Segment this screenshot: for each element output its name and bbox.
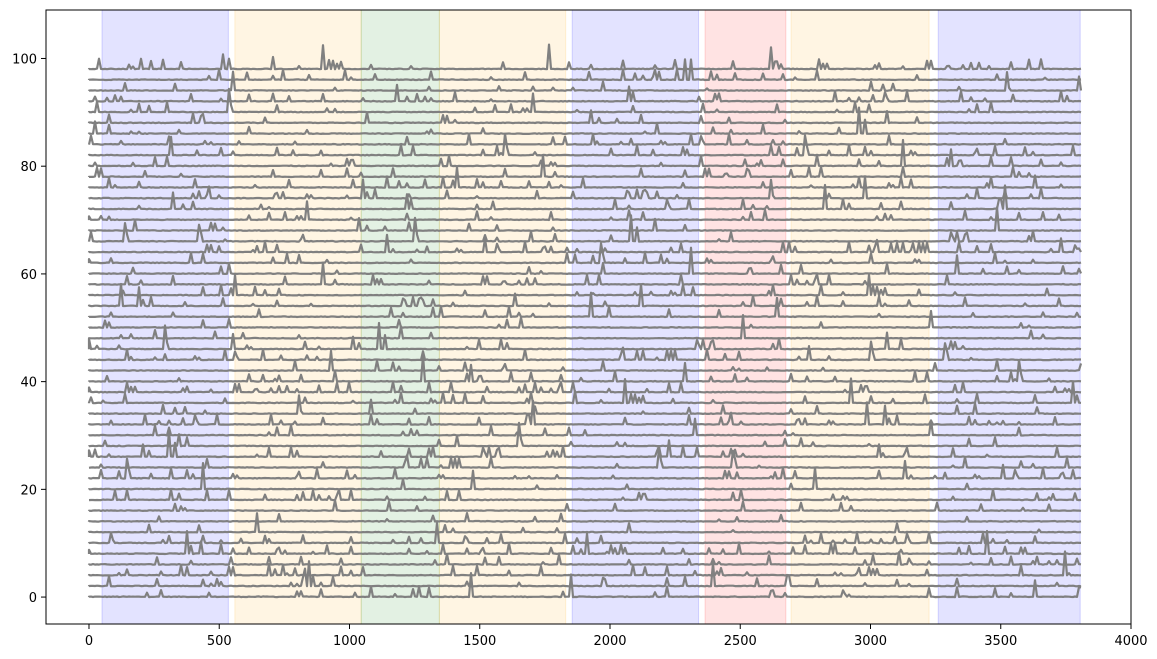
y-tick-label: 20 [20,483,37,498]
trace-15 [87,417,1082,437]
plot-frame [45,9,1132,625]
trace-14 [87,421,1082,448]
trace-45 [87,87,1082,114]
trace-1 [87,560,1082,588]
trace-19 [87,380,1082,394]
x-axis-ticks: 0 500 1000 1500 2000 2500 3000 3500 4000 [85,624,1148,649]
trace-9 [88,488,1082,502]
y-tick-label: 60 [20,268,37,283]
trace-43 [87,106,1081,135]
trace-46 [87,83,1082,103]
trace-11 [87,457,1082,480]
trace-25 [87,309,1082,329]
trace-26 [87,291,1082,319]
x-tick-label: 2000 [593,634,626,649]
trace-34 [87,206,1082,232]
trace-24 [87,314,1082,340]
trace-17 [87,394,1081,415]
x-tick-label: 4000 [1114,634,1147,649]
trace-8 [87,499,1082,512]
trace-2 [87,550,1082,577]
x-tick-label: 2500 [724,634,757,649]
trace-5 [87,521,1081,545]
x-tick-label: 500 [207,634,232,649]
trace-42 [87,132,1082,146]
trace-37 [87,175,1082,200]
y-tick-label: 40 [20,376,37,391]
trace-32 [87,233,1082,254]
y-axis-ticks: 0 20 40 60 80 100 [12,52,46,606]
trace-13 [87,429,1082,459]
neuron-traces [87,43,1083,599]
trace-18 [87,377,1082,405]
trace-16 [87,399,1082,426]
x-tick-label: 0 [85,634,93,649]
trace-31 [87,242,1082,265]
trace-39 [87,154,1082,179]
trace-21 [87,349,1083,372]
trace-38 [87,166,1082,189]
trace-44 [87,109,1082,125]
trace-30 [87,246,1083,275]
trace-22 [87,340,1081,362]
trace-29 [87,261,1082,286]
trace-33 [87,214,1082,243]
trace-23 [87,321,1082,351]
x-tick-label: 3000 [854,634,887,649]
trace-41 [87,132,1082,157]
trace-40 [87,138,1082,168]
trace-4 [87,529,1082,556]
trace-7 [87,512,1082,523]
y-tick-label: 100 [12,52,37,67]
y-tick-label: 80 [20,160,37,175]
trace-10 [87,462,1082,491]
trace-48 [87,58,1082,82]
trace-27 [87,282,1082,308]
trace-6 [87,512,1082,534]
trace-47 [87,70,1083,92]
trace-36 [87,183,1082,211]
trace-3 [87,551,1082,566]
trace-20 [87,354,1082,383]
x-tick-label: 1500 [463,634,496,649]
x-tick-label: 1000 [333,634,366,649]
trace-12 [88,448,1082,469]
x-tick-label: 3500 [984,634,1017,649]
trace-0 [87,572,1082,599]
trace-35 [87,200,1082,222]
trace-28 [87,273,1081,297]
trace-49 [87,43,1082,71]
y-tick-label: 0 [29,591,37,606]
